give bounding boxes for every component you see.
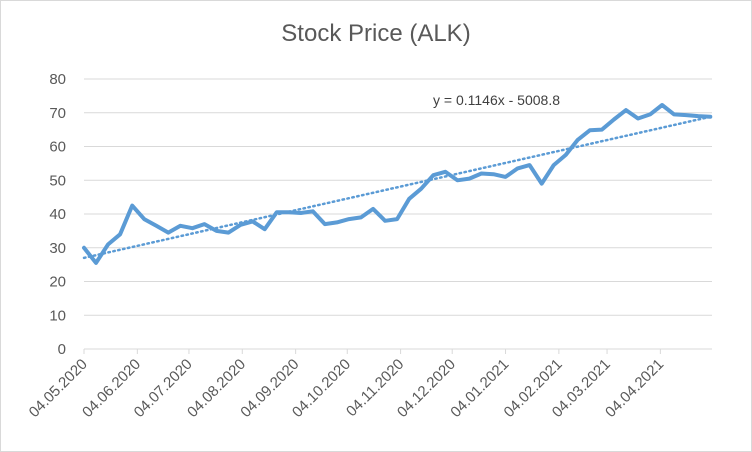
y-tick-label-60: 60: [49, 139, 66, 156]
trendline-equation: y = 0.1146x - 5008.8: [433, 92, 560, 108]
gridlines: [84, 78, 712, 350]
x-axis: 04.05.202004.06.202004.07.202004.08.2020…: [26, 348, 712, 421]
y-tick-label-20: 20: [49, 274, 66, 291]
y-axis: 0 10 20 30 40 50 60 70 80: [49, 71, 66, 358]
x-tick-label-04.04.2021: 04.04.2021: [602, 356, 667, 421]
series-line: [82, 103, 713, 265]
chart-title: Stock Price (ALK): [281, 20, 471, 47]
y-tick-label-30: 30: [49, 240, 66, 257]
y-tick-label-80: 80: [49, 71, 66, 88]
trendline: [82, 115, 712, 260]
series-points: [84, 105, 710, 263]
y-tick-label-70: 70: [49, 105, 66, 122]
y-tick-label-50: 50: [49, 172, 66, 189]
y-tick-label-0: 0: [58, 341, 66, 358]
y-tick-label-10: 10: [49, 307, 66, 324]
y-tick-label-40: 40: [49, 206, 66, 223]
